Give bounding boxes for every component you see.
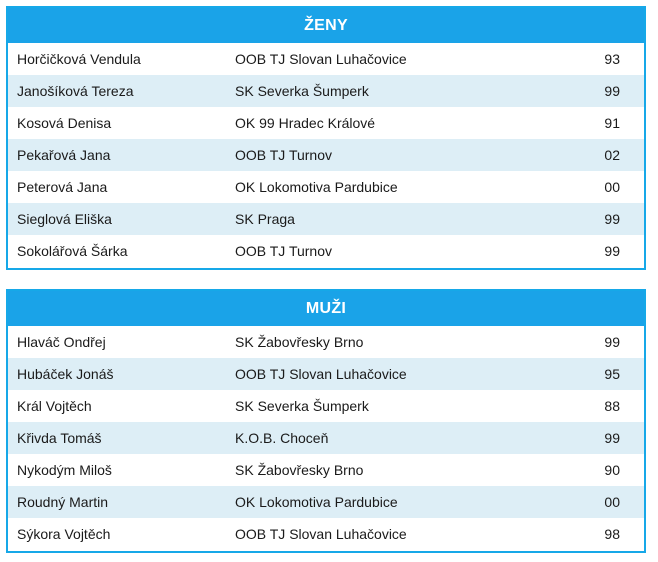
table-row: Sieglová Eliška SK Praga 99 xyxy=(8,203,644,235)
men-roster-table: MUŽI Hlaváč Ondřej SK Žabovřesky Brno 99… xyxy=(6,289,646,553)
athlete-name: Hlaváč Ondřej xyxy=(17,334,106,350)
club-name: OOB TJ Slovan Luhačovice xyxy=(235,366,407,382)
birth-year: 99 xyxy=(604,83,620,99)
table-row: Roudný Martin OK Lokomotiva Pardubice 00 xyxy=(8,486,644,518)
table-row: Hlaváč Ondřej SK Žabovřesky Brno 99 xyxy=(8,326,644,358)
birth-year: 95 xyxy=(604,366,620,382)
club-name: SK Severka Šumperk xyxy=(235,83,369,99)
women-table-title: ŽENY xyxy=(8,8,644,43)
birth-year: 99 xyxy=(604,211,620,227)
birth-year: 90 xyxy=(604,462,620,478)
table-row: Král Vojtěch SK Severka Šumperk 88 xyxy=(8,390,644,422)
birth-year: 93 xyxy=(604,51,620,67)
birth-year: 91 xyxy=(604,115,620,131)
table-row: Janošíková Tereza SK Severka Šumperk 99 xyxy=(8,75,644,107)
athlete-name: Pekařová Jana xyxy=(17,147,111,163)
club-name: OK Lokomotiva Pardubice xyxy=(235,179,398,195)
table-row: Křivda Tomáš K.O.B. Choceň 99 xyxy=(8,422,644,454)
birth-year: 98 xyxy=(604,526,620,542)
club-name: OOB TJ Turnov xyxy=(235,243,332,259)
table-row: Horčičková Vendula OOB TJ Slovan Luhačov… xyxy=(8,43,644,75)
birth-year: 00 xyxy=(604,179,620,195)
table-row: Hubáček Jonáš OOB TJ Slovan Luhačovice 9… xyxy=(8,358,644,390)
athlete-name: Kosová Denisa xyxy=(17,115,112,131)
birth-year: 00 xyxy=(604,494,620,510)
club-name: SK Žabovřesky Brno xyxy=(235,334,364,350)
birth-year: 88 xyxy=(604,398,620,414)
club-name: SK Praga xyxy=(235,211,295,227)
athlete-name: Sýkora Vojtěch xyxy=(17,526,111,542)
club-name: SK Žabovřesky Brno xyxy=(235,462,364,478)
birth-year: 99 xyxy=(604,430,620,446)
club-name: OK Lokomotiva Pardubice xyxy=(235,494,398,510)
athlete-name: Peterová Jana xyxy=(17,179,108,195)
athlete-name: Janošíková Tereza xyxy=(17,83,134,99)
athlete-name: Křivda Tomáš xyxy=(17,430,102,446)
club-name: SK Severka Šumperk xyxy=(235,398,369,414)
table-row: Kosová Denisa OK 99 Hradec Králové 91 xyxy=(8,107,644,139)
table-row: Sokolářová Šárka OOB TJ Turnov 99 xyxy=(8,235,644,267)
athlete-name: Sieglová Eliška xyxy=(17,211,112,227)
athlete-name: Horčičková Vendula xyxy=(17,51,141,67)
table-row: Peterová Jana OK Lokomotiva Pardubice 00 xyxy=(8,171,644,203)
table-row: Nykodým Miloš SK Žabovřesky Brno 90 xyxy=(8,454,644,486)
birth-year: 99 xyxy=(604,243,620,259)
club-name: OOB TJ Slovan Luhačovice xyxy=(235,526,407,542)
athlete-name: Král Vojtěch xyxy=(17,398,92,414)
table-row: Sýkora Vojtěch OOB TJ Slovan Luhačovice … xyxy=(8,518,644,550)
athlete-name: Hubáček Jonáš xyxy=(17,366,114,382)
club-name: K.O.B. Choceň xyxy=(235,430,329,446)
club-name: OOB TJ Turnov xyxy=(235,147,332,163)
athlete-name: Nykodým Miloš xyxy=(17,462,112,478)
birth-year: 02 xyxy=(604,147,620,163)
birth-year: 99 xyxy=(604,334,620,350)
table-row: Pekařová Jana OOB TJ Turnov 02 xyxy=(8,139,644,171)
athlete-name: Roudný Martin xyxy=(17,494,109,510)
men-table-title: MUŽI xyxy=(8,291,644,326)
women-roster-table: ŽENY Horčičková Vendula OOB TJ Slovan Lu… xyxy=(6,6,646,270)
athlete-name: Sokolářová Šárka xyxy=(17,243,128,259)
club-name: OK 99 Hradec Králové xyxy=(235,115,376,131)
club-name: OOB TJ Slovan Luhačovice xyxy=(235,51,407,67)
